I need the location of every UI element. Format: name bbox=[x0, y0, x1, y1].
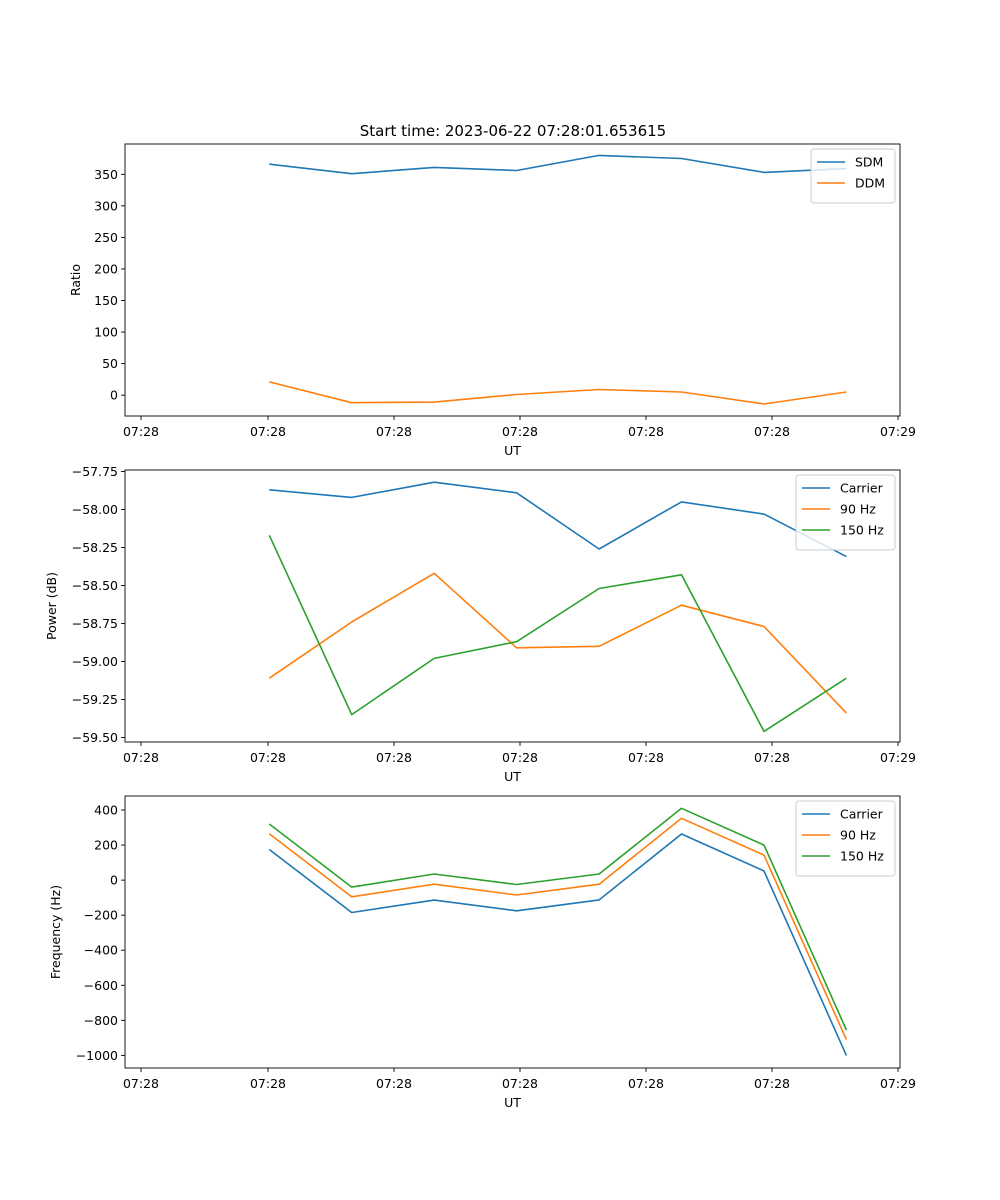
x-tick-label: 07:29 bbox=[880, 1076, 916, 1091]
chart-panel-2: −59.50 −59.25 −59.00 −58.75 −58.50 −58.25 −58.… bbox=[44, 464, 916, 784]
y-tick-label: 350 bbox=[94, 167, 118, 182]
y-tick-label: −57.75 bbox=[72, 464, 118, 479]
series-line-150-hz bbox=[268, 807, 848, 1031]
x-tick-label: 07:29 bbox=[880, 424, 916, 439]
y-tick-label: −58.25 bbox=[72, 540, 118, 555]
y-axis-label: Power (dB) bbox=[44, 572, 59, 640]
y-tick-label: 200 bbox=[94, 838, 118, 853]
x-tick-label: 07:28 bbox=[502, 424, 538, 439]
y-tick-label: −58.50 bbox=[72, 578, 118, 593]
y-tick-label: −800 bbox=[84, 1013, 118, 1028]
x-tick-label: 07:28 bbox=[754, 750, 790, 765]
series-line-90-hz bbox=[268, 817, 848, 1040]
x-tick-label: 07:28 bbox=[754, 1076, 790, 1091]
y-tick-label: −600 bbox=[84, 978, 118, 993]
legend-label: 150 Hz bbox=[840, 523, 884, 538]
series-line-90-hz bbox=[268, 572, 847, 714]
x-tick-label: 07:28 bbox=[123, 1076, 159, 1091]
axes-frame bbox=[124, 469, 901, 743]
x-tick-label: 07:28 bbox=[376, 424, 412, 439]
legend-label: SDM bbox=[855, 155, 883, 170]
y-tick-label: 150 bbox=[94, 293, 118, 308]
legend-label: Carrier bbox=[840, 481, 884, 496]
x-tick-label: 07:28 bbox=[123, 424, 159, 439]
x-tick-label: 07:28 bbox=[250, 750, 286, 765]
y-tick-label: −59.25 bbox=[72, 692, 118, 707]
series-line-carrier bbox=[269, 481, 847, 558]
legend-label: 150 Hz bbox=[840, 849, 884, 864]
x-tick-label: 07:28 bbox=[250, 1076, 286, 1091]
y-tick-label: −59.50 bbox=[72, 730, 118, 745]
x-tick-label: 07:28 bbox=[502, 1076, 538, 1091]
chart-panel-3: −1000 −800 −600 −400 −200 0 200 400 07:28 07:28 07… bbox=[48, 795, 916, 1110]
figure-title: Start time: 2023-06-22 07:28:01.653615 bbox=[360, 122, 666, 140]
series-line-sdm bbox=[269, 154, 847, 175]
y-tick-label: −58.00 bbox=[72, 502, 118, 517]
y-tick-label: 0 bbox=[110, 873, 118, 888]
legend: Carrier 90 Hz 150 Hz bbox=[795, 474, 896, 551]
legend: SDM DDM bbox=[810, 148, 896, 204]
x-axis-label: UT bbox=[504, 443, 521, 458]
axes-frame bbox=[124, 143, 901, 417]
y-tick-label: 50 bbox=[102, 356, 118, 371]
y-axis-label: Ratio bbox=[68, 264, 83, 296]
x-tick-label: 07:28 bbox=[754, 424, 790, 439]
y-tick-label: −58.75 bbox=[72, 616, 118, 631]
legend-box bbox=[795, 800, 896, 877]
y-tick-label: −200 bbox=[84, 908, 118, 923]
y-tick-label: 200 bbox=[94, 261, 118, 276]
y-axis-label: Frequency (Hz) bbox=[48, 885, 63, 979]
x-tick-label: 07:29 bbox=[880, 750, 916, 765]
y-tick-label: 250 bbox=[94, 230, 118, 245]
x-tick-label: 07:28 bbox=[628, 1076, 664, 1091]
axes-frame bbox=[124, 795, 901, 1069]
x-tick-label: 07:28 bbox=[123, 750, 159, 765]
y-tick-label: −59.00 bbox=[72, 654, 118, 669]
series-line-carrier bbox=[268, 833, 848, 1056]
y-tick-label: −400 bbox=[84, 943, 118, 958]
legend: Carrier 90 Hz 150 Hz bbox=[795, 800, 896, 877]
panels: 0 50 100 150 200 250 300 350 07:28 07:28 07:28 07:2… bbox=[44, 143, 916, 1110]
legend-label: 90 Hz bbox=[840, 502, 876, 517]
y-tick-label: 100 bbox=[94, 325, 118, 340]
series-line-ddm bbox=[269, 381, 847, 405]
x-tick-label: 07:28 bbox=[502, 750, 538, 765]
x-tick-label: 07:28 bbox=[628, 750, 664, 765]
legend-label: DDM bbox=[855, 176, 885, 191]
x-tick-label: 07:28 bbox=[376, 1076, 412, 1091]
series-line-150-hz bbox=[268, 534, 847, 733]
y-tick-label: 400 bbox=[94, 803, 118, 818]
legend-label: Carrier bbox=[840, 807, 884, 822]
legend-box bbox=[795, 474, 896, 551]
chart-panel-1: 0 50 100 150 200 250 300 350 07:28 07:28 07:28 07:2… bbox=[68, 143, 916, 458]
x-tick-label: 07:28 bbox=[376, 750, 412, 765]
x-tick-label: 07:28 bbox=[250, 424, 286, 439]
x-axis-label: UT bbox=[504, 769, 521, 784]
y-tick-label: −1000 bbox=[76, 1048, 118, 1063]
y-tick-label: 300 bbox=[94, 198, 118, 213]
x-axis-label: UT bbox=[504, 1095, 521, 1110]
legend-label: 90 Hz bbox=[840, 828, 876, 843]
y-tick-label: 0 bbox=[110, 388, 118, 403]
x-tick-label: 07:28 bbox=[628, 424, 664, 439]
